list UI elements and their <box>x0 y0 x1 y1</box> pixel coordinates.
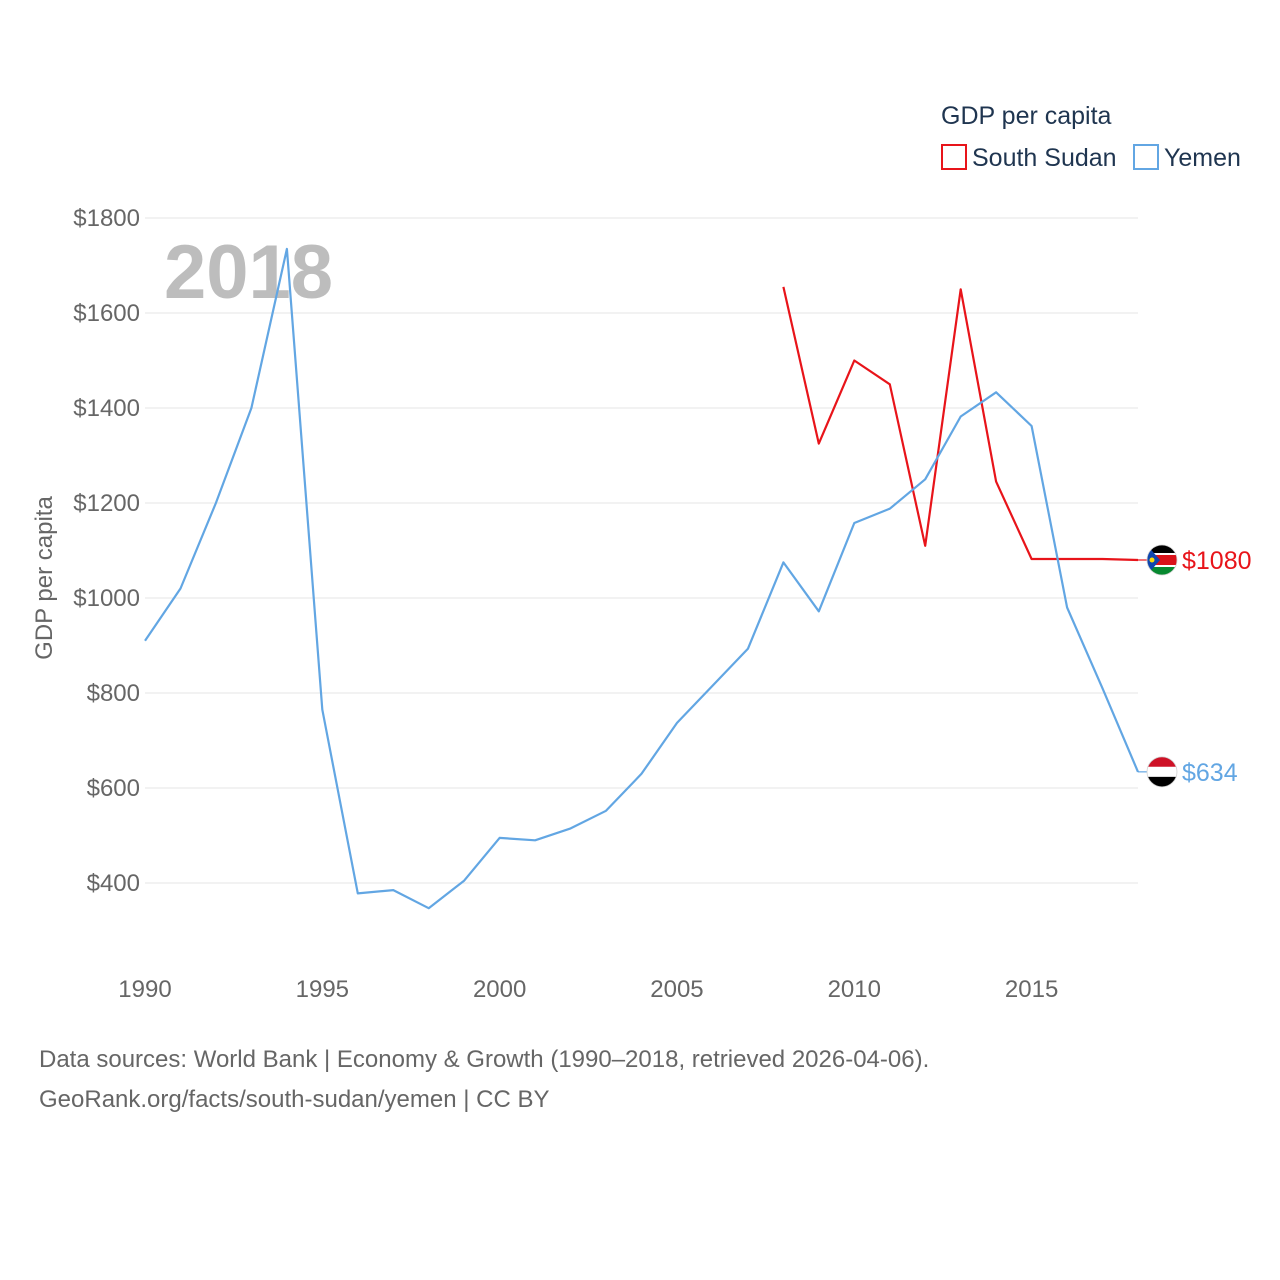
y-axis-title: GDP per capita <box>31 496 58 660</box>
source-line-1: Data sources: World Bank | Economy & Gro… <box>39 1046 930 1073</box>
legend-title: GDP per capita <box>941 102 1112 130</box>
y-axis: $400 $600 $800 $1000 $1200 $1400 $1600 $1800 <box>73 205 140 897</box>
south-sudan-flag-icon <box>1146 544 1178 576</box>
year-watermark: 2018 <box>164 230 333 315</box>
x-tick-label-1995: 1995 <box>296 976 349 1003</box>
source-note: Data sources: World Bank | Economy & Gro… <box>39 1040 1239 1120</box>
y-tick-label-1600: $1600 <box>73 300 140 327</box>
legend: GDP per capita South Sudan Yemen <box>941 102 1241 172</box>
flag-stripe-red <box>1147 756 1177 767</box>
flag-stripe-black <box>1147 776 1177 787</box>
flag-outline <box>1146 756 1178 788</box>
y-tick-label-1200: $1200 <box>73 490 140 517</box>
end-value-label-yemen: $634 <box>1182 759 1238 787</box>
y-tick-label-600: $600 <box>87 775 140 802</box>
y-tick-label-800: $800 <box>87 680 140 707</box>
x-tick-label-2010: 2010 <box>828 976 881 1003</box>
series-line-yemen <box>144 247 1140 910</box>
gridlines <box>145 217 1138 884</box>
x-tick-label-2005: 2005 <box>650 976 703 1003</box>
y-tick-label-400: $400 <box>87 870 140 897</box>
x-tick-label-1990: 1990 <box>118 976 171 1003</box>
y-tick-label-1400: $1400 <box>73 395 140 422</box>
flag-body <box>1147 545 1177 575</box>
flag-outline <box>1146 544 1178 576</box>
flag-fimbriation-top <box>1147 553 1177 555</box>
legend-label-south-sudan[interactable]: South Sudan <box>972 144 1117 172</box>
legend-label-yemen[interactable]: Yemen <box>1164 144 1241 172</box>
series-line-south-sudan <box>782 286 1139 562</box>
flag-fimbriation-bottom <box>1147 565 1177 567</box>
legend-swatch-yemen[interactable] <box>1133 144 1159 170</box>
legend-swatch-south-sudan[interactable] <box>941 144 967 170</box>
x-axis: 1990 1995 2000 2005 2010 2015 <box>118 976 1058 1003</box>
source-line-2[interactable]: GeoRank.org/facts/south-sudan/yemen | CC… <box>39 1086 550 1113</box>
flag-star <box>1149 557 1155 563</box>
end-markers: $1080 $634 <box>1138 544 1252 788</box>
yemen-flag-icon <box>1146 756 1178 788</box>
flag-stripe-black <box>1147 545 1177 555</box>
flag-stripe-red <box>1147 555 1177 565</box>
x-tick-label-2015: 2015 <box>1005 976 1058 1003</box>
end-value-label-south-sudan: $1080 <box>1182 547 1252 575</box>
y-tick-label-1800: $1800 <box>73 205 140 232</box>
series-lines <box>144 247 1140 910</box>
y-tick-label-1000: $1000 <box>73 585 140 612</box>
x-tick-label-2000: 2000 <box>473 976 526 1003</box>
flag-stripe-green <box>1147 565 1177 575</box>
flag-body <box>1147 756 1177 787</box>
flag-stripe-white <box>1147 766 1177 777</box>
